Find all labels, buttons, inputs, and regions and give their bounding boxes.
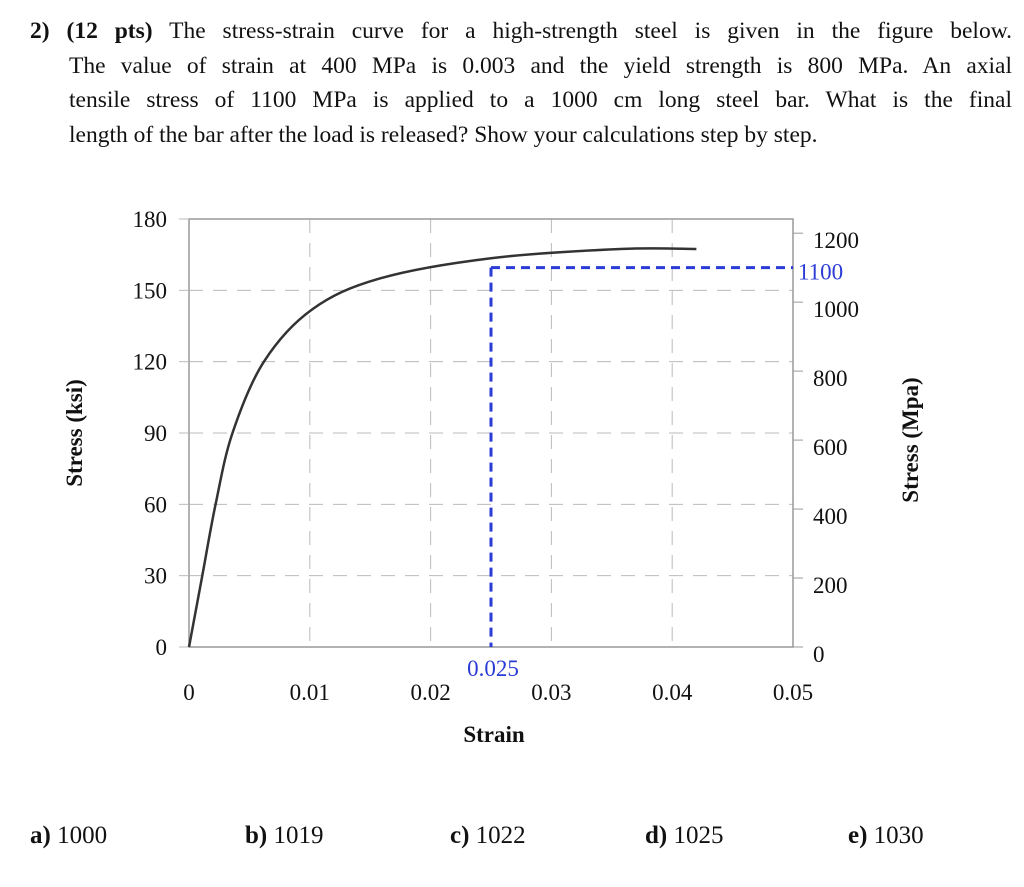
x-tick-label: 0.01 [290,680,330,705]
question-line-1: 2) (12 pts) The stress-strain curve for … [30,18,1013,44]
answer-letter: c) [450,822,470,849]
x-tick-label: 0.03 [531,680,571,705]
x-tick-label: 0.05 [773,680,813,705]
question-points: (12 pts) [66,18,153,44]
question-number: 2) [30,18,50,44]
x-axis-label: Strain [463,722,525,747]
answer-value: 1025 [667,822,724,849]
ticks: 0 0.01 0.02 0.03 0.04 0.050306090120150180020… [133,207,860,705]
y-right-tick-label: 1000 [813,297,859,322]
answer-choice-b[interactable]: b) 1019 [245,822,323,850]
y-right-tick-label: 600 [813,435,848,460]
answer-choice-c[interactable]: c) 1022 [450,822,526,850]
answer-choice-a[interactable]: a) 1000 [30,822,107,850]
question-text: 2) (12 pts) The stress-strain curve for … [30,14,1012,152]
y-tick-label: 90 [144,421,167,446]
y-right-tick-label: 800 [813,366,848,391]
answer-value: 1022 [469,822,526,849]
y-right-tick-label: 0 [813,642,825,667]
answer-choice-d[interactable]: d) 1025 [645,822,723,850]
y-axis-label-left: Stress (ksi) [62,379,87,487]
stress-strain-curve [187,247,697,648]
question-line-3: tensile stress of 1100 MPa is applied to… [69,87,1012,113]
y-tick-label: 150 [133,278,168,303]
stress-guide-label: 1100 [798,260,843,285]
question-line-2: The value of strain at 400 MPa is 0.003 … [69,52,1012,79]
y-tick-label: 0 [156,635,168,660]
y-axis-label-right: Stress (Mpa) [898,377,923,502]
y-right-tick-label: 1200 [813,228,859,253]
guide-lines: 0.025 1100 [467,260,843,681]
answer-value: 1030 [867,822,924,849]
answer-choice-e[interactable]: e) 1030 [848,822,924,850]
answer-letter: e) [848,822,868,849]
answer-letter: b) [245,822,268,849]
answer-letter: a) [30,822,51,849]
answer-letter: d) [645,822,668,849]
strain-guide-label: 0.025 [467,656,519,681]
answer-value: 1000 [50,822,108,849]
x-tick-label: 0.02 [410,680,450,705]
y-tick-label: 30 [144,564,167,589]
answer-value: 1019 [267,822,324,849]
y-tick-label: 60 [144,492,167,517]
y-right-tick-label: 200 [813,573,848,598]
y-tick-label: 180 [133,207,168,232]
question-line-4: length of the bar after the load is rele… [69,121,818,148]
y-right-tick-label: 400 [813,504,848,529]
x-tick-label: 0.04 [652,680,693,705]
y-tick-label: 120 [133,350,168,375]
x-tick-label: 0 [183,680,195,705]
